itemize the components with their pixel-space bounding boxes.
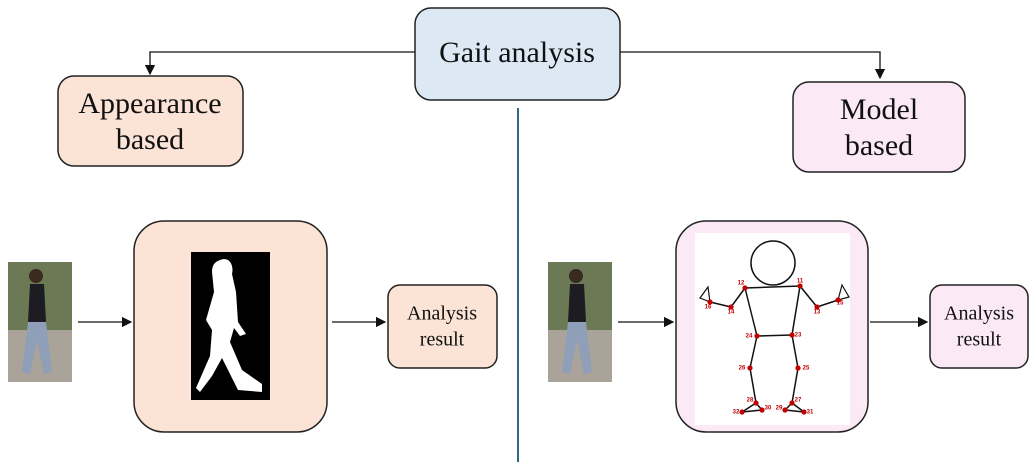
keypoint-label: 11 [797,279,804,285]
keypoint [728,304,734,310]
bone [741,409,763,413]
keypoint-label: 25 [803,366,810,372]
keypoint-label: 23 [795,333,802,339]
keypoint [707,299,713,305]
hand [699,285,711,303]
keypoint-label: 26 [739,366,746,372]
result-label: result [957,329,1002,351]
keypoint [835,297,841,303]
keypoint [782,407,788,413]
bone [791,334,799,369]
hand [837,283,850,301]
result-label: Analysis [407,303,477,325]
branch-box [792,81,966,173]
keypoint [747,365,753,371]
branch-box [57,75,244,167]
keypoint [742,285,748,291]
keypoint [814,304,820,310]
bone [741,402,757,413]
root-box [414,7,621,101]
branch-label: Model [840,93,918,126]
bone [730,287,746,308]
bone [791,285,801,336]
keypoint [754,333,760,339]
result-box [929,284,1029,369]
walker-photo [548,262,612,382]
bone [709,301,732,308]
keypoint-label: 12 [738,281,745,287]
keypoint-label: 14 [728,310,735,316]
result-label: result [420,329,465,351]
keypoint-label: 24 [746,334,753,340]
bone [744,285,801,289]
keypoint [789,332,795,338]
connectors [78,51,929,328]
result-box [387,284,498,369]
keypoint-label: 16 [705,305,712,311]
walker-photo [8,262,72,382]
root-label: Gait analysis [439,36,595,69]
keypoint [753,400,759,406]
keypoint [759,407,765,413]
keypoint-label: 13 [814,310,821,316]
result-label: Analysis [944,303,1014,325]
bone [749,367,757,404]
keypoint [739,409,745,415]
bone [744,287,758,337]
keypoint [801,409,807,415]
branch-label: based [845,129,913,162]
bone [749,335,758,369]
keypoint [795,365,801,371]
keypoint-label: 30 [765,406,772,412]
bone [784,409,805,413]
keypoint-label: 27 [795,398,802,404]
skeleton: 12 11 16 14 13 15 24 23 26 25 28 27 32 30 29 31 [699,240,850,416]
keypoint-label: 28 [747,398,754,404]
branch-label: based [116,123,184,156]
keypoint-label: 32 [733,410,740,416]
branch-label: Appearance [78,87,221,120]
bone [756,334,793,337]
keypoint-label: 29 [776,406,783,412]
keypoint [797,283,803,289]
keypoint-label: 31 [807,410,814,416]
silhouette [196,259,262,392]
bone [816,299,839,308]
keypoint [789,400,795,406]
bone [799,285,818,308]
bone [791,367,799,404]
head [750,240,796,286]
keypoint-label: 15 [837,301,844,307]
